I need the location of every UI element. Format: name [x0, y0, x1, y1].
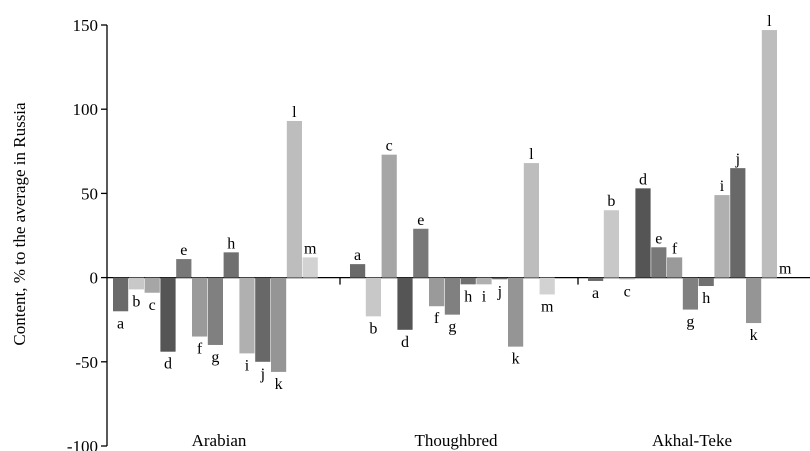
- y-tick-label: -50: [75, 353, 98, 372]
- bar-thoughbred-f: [429, 277, 445, 307]
- bar-thoughbred-c: [381, 154, 397, 278]
- bar-label: l: [767, 13, 772, 30]
- bar-arabian-c: [144, 277, 160, 293]
- bar-akhal-teke-f: [667, 257, 683, 278]
- bar-arabian-m: [302, 257, 318, 278]
- bar-thoughbred-d: [397, 277, 413, 330]
- bar-label: k: [275, 376, 283, 393]
- bar-arabian-h: [223, 252, 239, 278]
- y-tick-label: 0: [90, 269, 99, 288]
- bar-label: g: [686, 314, 694, 331]
- bar-label: d: [401, 334, 409, 351]
- bar-akhal-teke-j: [730, 168, 746, 278]
- bar-label: m: [541, 298, 554, 315]
- bar-thoughbred-m: [539, 277, 555, 295]
- bar-arabian-j: [255, 277, 271, 362]
- bar-label: e: [417, 212, 424, 229]
- bar-label: g: [211, 349, 219, 366]
- bar-akhal-teke-i: [714, 195, 730, 278]
- bar-akhal-teke-b: [603, 210, 619, 278]
- bar-thoughbred-a: [350, 264, 366, 278]
- bar-akhal-teke-k: [746, 277, 762, 324]
- category-label: Thoughbred: [414, 431, 498, 450]
- bar-label: h: [227, 235, 235, 252]
- bar-label: f: [434, 310, 440, 327]
- bar-arabian-d: [160, 277, 176, 352]
- bar-arabian-g: [207, 277, 223, 345]
- y-axis-title: Content, % to the average in Russia: [10, 102, 29, 346]
- bar-akhal-teke-g: [682, 277, 698, 310]
- axes: -100 -50 0 50 100 150: [67, 16, 810, 451]
- bar-label: b: [607, 193, 615, 210]
- bar-akhal-teke-c: [619, 277, 635, 280]
- bar-arabian-e: [176, 259, 192, 278]
- bar-akhal-teke-a: [588, 277, 604, 281]
- bar-label: g: [448, 319, 456, 336]
- bar-label: a: [354, 247, 361, 264]
- bar-thoughbred-b: [365, 277, 381, 317]
- bar-akhal-teke-e: [651, 247, 667, 278]
- bar-arabian-k: [271, 277, 287, 372]
- bar-thoughbred-j: [492, 277, 508, 280]
- bar-label: b: [369, 320, 377, 337]
- bar-label: k: [750, 327, 758, 344]
- bar-label: c: [386, 138, 393, 155]
- bar-thoughbred-e: [413, 228, 429, 278]
- category-label: Arabian: [192, 431, 247, 450]
- bar-thoughbred-k: [508, 277, 524, 347]
- bar-thoughbred-l: [523, 163, 539, 278]
- bar-label: i: [245, 357, 250, 374]
- bar-arabian-a: [113, 277, 129, 312]
- bar-thoughbred-g: [444, 277, 460, 315]
- bar-akhal-teke-h: [698, 277, 714, 287]
- bar-arabian-b: [128, 277, 144, 290]
- bar-label: a: [117, 315, 124, 332]
- y-tick-label: 100: [73, 100, 99, 119]
- bar-label: f: [197, 341, 203, 358]
- bar-label: j: [497, 283, 502, 300]
- bar-akhal-teke-l: [761, 30, 777, 278]
- bar-arabian-f: [192, 277, 208, 337]
- bar-label: h: [464, 288, 472, 305]
- bar-akhal-teke-d: [635, 188, 651, 278]
- bar-label: m: [304, 240, 317, 257]
- bar-label: h: [702, 290, 710, 307]
- bar-thoughbred-h: [460, 277, 476, 285]
- bar-label: d: [639, 171, 647, 188]
- bar-thoughbred-i: [476, 277, 492, 285]
- bar-label: b: [132, 293, 140, 310]
- bar-label: i: [720, 178, 725, 195]
- bar-label: c: [624, 283, 631, 300]
- bar-label: l: [529, 146, 534, 163]
- y-tick-label: -100: [67, 437, 98, 451]
- bar-label: c: [149, 297, 156, 314]
- bar-label: k: [512, 351, 520, 368]
- bar-label: f: [672, 240, 678, 257]
- bar-label: a: [592, 285, 599, 302]
- bar-label: e: [655, 230, 662, 247]
- bar-label: j: [735, 151, 740, 168]
- y-tick-label: 50: [81, 184, 98, 203]
- bar-arabian-i: [239, 277, 255, 354]
- bar-label: l: [292, 104, 297, 121]
- bar-label: i: [482, 288, 487, 305]
- category-label: Akhal-Teke: [652, 431, 732, 450]
- bar-label: d: [164, 356, 172, 373]
- bar-arabian-l: [286, 120, 302, 278]
- y-tick-label: 150: [73, 16, 99, 35]
- bar-label: m: [779, 261, 792, 278]
- bar-label: j: [260, 366, 265, 383]
- bars: [113, 30, 793, 372]
- bar-label: e: [180, 242, 187, 259]
